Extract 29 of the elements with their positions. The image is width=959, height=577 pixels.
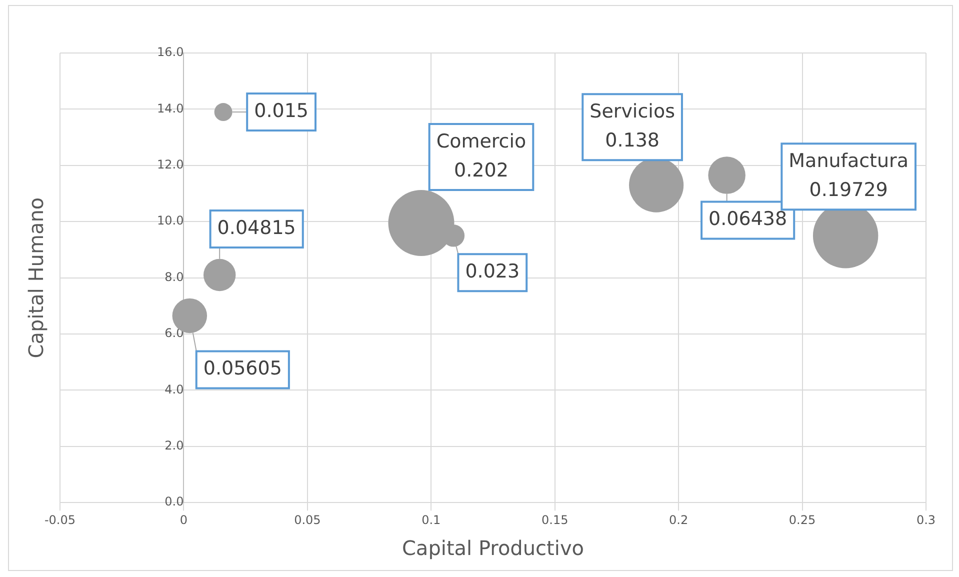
x-tick-label: 0.15 <box>542 512 568 527</box>
x-tick-label: 0.3 <box>916 512 936 527</box>
y-tick-label: 4.0 <box>164 382 184 396</box>
data-label: 0.023 <box>465 260 520 283</box>
x-tick-label: 0.25 <box>788 512 816 527</box>
y-axis-title: Capital Humano <box>24 197 48 358</box>
data-label: 0.202 <box>454 159 508 182</box>
x-tick-label: -0.05 <box>44 512 76 527</box>
y-tick-label: 10.0 <box>156 214 184 228</box>
text: Servicios <box>590 100 675 123</box>
y-tick-label: 2.0 <box>164 438 184 453</box>
y-tick-label: 14.0 <box>156 101 184 116</box>
x-axis-title: Capital Productivo <box>402 536 584 560</box>
data-label: 0.015 <box>254 100 309 122</box>
data-label: 0.05605 <box>203 358 282 380</box>
y-tick-label: 16.0 <box>156 45 184 60</box>
x-tick-label: 0.05 <box>294 512 321 527</box>
y-tick-label: 0.0 <box>164 494 184 509</box>
data-label: 0.06438 <box>708 208 788 230</box>
data-label: 0.138 <box>605 130 660 152</box>
text: Comercio <box>436 130 526 152</box>
data-label: 0.04815 <box>217 216 296 239</box>
x-tick-label: 0 <box>180 512 188 527</box>
data-label: 0.19729 <box>809 179 888 202</box>
x-tick-label: 0.1 <box>422 512 441 527</box>
y-tick-label: 12.0 <box>156 158 184 172</box>
text: Manufactura <box>788 150 909 172</box>
y-tick-label: 8.0 <box>164 270 184 284</box>
x-tick-label: 0.2 <box>669 512 688 527</box>
